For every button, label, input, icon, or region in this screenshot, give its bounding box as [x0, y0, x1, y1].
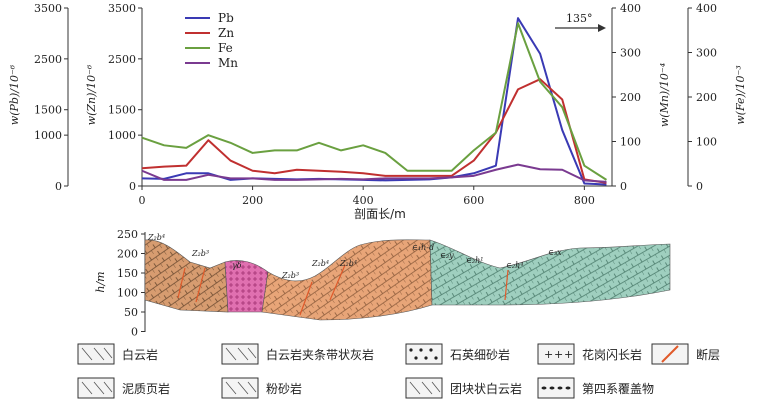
axis-fe: 400 300 200 100 0 [687, 2, 717, 193]
section-tick-label: 250 [117, 228, 138, 241]
svg-text:+: + [564, 348, 573, 361]
pb-tick-label: 2500 [34, 53, 62, 66]
series-line-pb [141, 17, 607, 186]
section-tick-label: 200 [117, 248, 138, 261]
x-tick-label: 0 [139, 194, 146, 207]
legend-item-label: 白云岩夹条带状灰岩 [266, 347, 374, 362]
legend-pattern-icon [537, 343, 575, 365]
fe-tick-label: 100 [696, 136, 717, 149]
legend-item-label: 泥质页岩 [122, 381, 170, 396]
unit-label: Z₂b⁴ [339, 259, 357, 268]
legend-label-pb: Pb [218, 11, 234, 25]
unit-label: Z₂b⁴ [311, 259, 329, 268]
legend-pattern-icon [537, 377, 575, 399]
legend-item: 泥质页岩 [77, 377, 170, 399]
fe-tick-label: 300 [696, 47, 717, 60]
legend-item-label: 花岗闪长岩 [582, 347, 642, 362]
legend-item-label: 石英细砂岩 [450, 347, 510, 362]
legend-item: 断层 [651, 343, 720, 365]
unit-label: Z₂b³ [191, 249, 209, 258]
unit-label: ∈₂y [440, 251, 454, 260]
pb-tick-label: 1000 [34, 129, 62, 142]
axis-title-fe: w(Fe)/10⁻³ [734, 65, 747, 124]
legend-item-label: 团块状白云岩 [450, 381, 522, 396]
legend-item-label: 粉砂岩 [266, 381, 302, 396]
unit-label: ∈₂h¹ [466, 256, 484, 265]
zn-tick-label: 1500 [108, 104, 136, 117]
unit-label: ∈₂h⁴ [506, 261, 524, 270]
legend-item-label: 断层 [696, 347, 720, 362]
pb-tick-label: 3500 [34, 2, 62, 15]
x-axis: 0 200 400 600 800 剖面长/m [139, 185, 612, 221]
direction-label: 135° [566, 12, 593, 25]
section-tick-label: 100 [117, 287, 138, 300]
x-tick-label: 400 [353, 194, 374, 207]
axis-title-zn: w(Zn)/10⁻⁶ [85, 64, 98, 125]
axis-pb: 3500 2500 1500 1000 0 [34, 2, 69, 193]
x-tick-label: 600 [463, 194, 484, 207]
zn-tick-label: 1000 [108, 129, 136, 142]
series-line-fe [141, 22, 608, 181]
legend-item: 第四系覆盖物 [537, 377, 654, 399]
legend-item: 团块状白云岩 [405, 377, 522, 399]
fe-tick-label: 400 [696, 2, 717, 15]
x-tick-label: 800 [574, 194, 595, 207]
legend-item-label: 白云岩 [122, 347, 158, 362]
zn-tick-label: 3500 [108, 2, 136, 15]
zn-tick-label: 0 [129, 180, 136, 193]
direction-indicator: 135° [555, 12, 606, 32]
series-line-zn [141, 78, 607, 184]
legend-pattern-icon [405, 343, 443, 365]
legend-item: 白云岩 [77, 343, 158, 365]
unit-label: ∈₃x [548, 248, 562, 257]
unit-block-z2b3 [261, 239, 433, 321]
unit-label: ∈₁h-d [412, 243, 434, 252]
svg-text:+: + [554, 348, 563, 361]
fe-tick-label: 200 [696, 91, 717, 104]
axis-zn: 3500 2500 1500 1000 0 [108, 2, 143, 193]
section-tick-label: 50 [124, 306, 138, 319]
unit-block-z2b4-left [144, 239, 229, 313]
mn-tick-label: 300 [620, 47, 641, 60]
series-layer [141, 17, 608, 186]
axis-mn: 400 300 200 100 0 [611, 2, 641, 193]
axis-title-pb: w(Pb)/10⁻⁶ [8, 64, 21, 125]
series-line-mn [141, 163, 607, 183]
mn-tick-label: 200 [620, 91, 641, 104]
unit-block-cambrian [429, 239, 671, 306]
section-y-title: h/m [94, 271, 107, 292]
legend-label-fe: Fe [218, 41, 233, 55]
mn-tick-label: 100 [620, 136, 641, 149]
x-tick-label: 200 [242, 194, 263, 207]
legend-label-zn: Zn [218, 26, 234, 40]
legend-label-mn: Mn [218, 56, 238, 70]
legend-item: 石英细砂岩 [405, 343, 510, 365]
x-axis-title: 剖面长/m [354, 207, 406, 221]
legend-item: 粉砂岩 [221, 377, 302, 399]
arrowhead-icon [598, 24, 606, 32]
unit-label: Z₂b³ [281, 271, 299, 280]
legend-item: 白云岩夹条带状灰岩 [221, 343, 374, 365]
legend-item-label: 第四系覆盖物 [582, 382, 654, 396]
svg-text:+: + [544, 348, 553, 361]
cross-section: 250 200 150 100 50 0 h/m Z₂b⁴ Z₂b³ γδ Z₂b³ Z₂b⁴ Z₂… [94, 228, 671, 339]
section-tick-label: 0 [131, 326, 138, 339]
mn-tick-label: 0 [620, 180, 627, 193]
axis-title-mn: w(Mn)/10⁻⁴ [658, 63, 671, 127]
section-tick-label: 150 [117, 267, 138, 280]
mn-tick-label: 400 [620, 2, 641, 15]
pb-tick-label: 1500 [34, 104, 62, 117]
fault-lines [177, 264, 509, 316]
unit-label: γδ [232, 261, 242, 270]
fe-tick-label: 0 [696, 180, 703, 193]
legend-item: + + + 花岗闪长岩 [537, 343, 642, 365]
zn-tick-label: 2500 [108, 53, 136, 66]
unit-label: Z₂b⁴ [147, 233, 165, 242]
pb-tick-label: 0 [55, 180, 62, 193]
